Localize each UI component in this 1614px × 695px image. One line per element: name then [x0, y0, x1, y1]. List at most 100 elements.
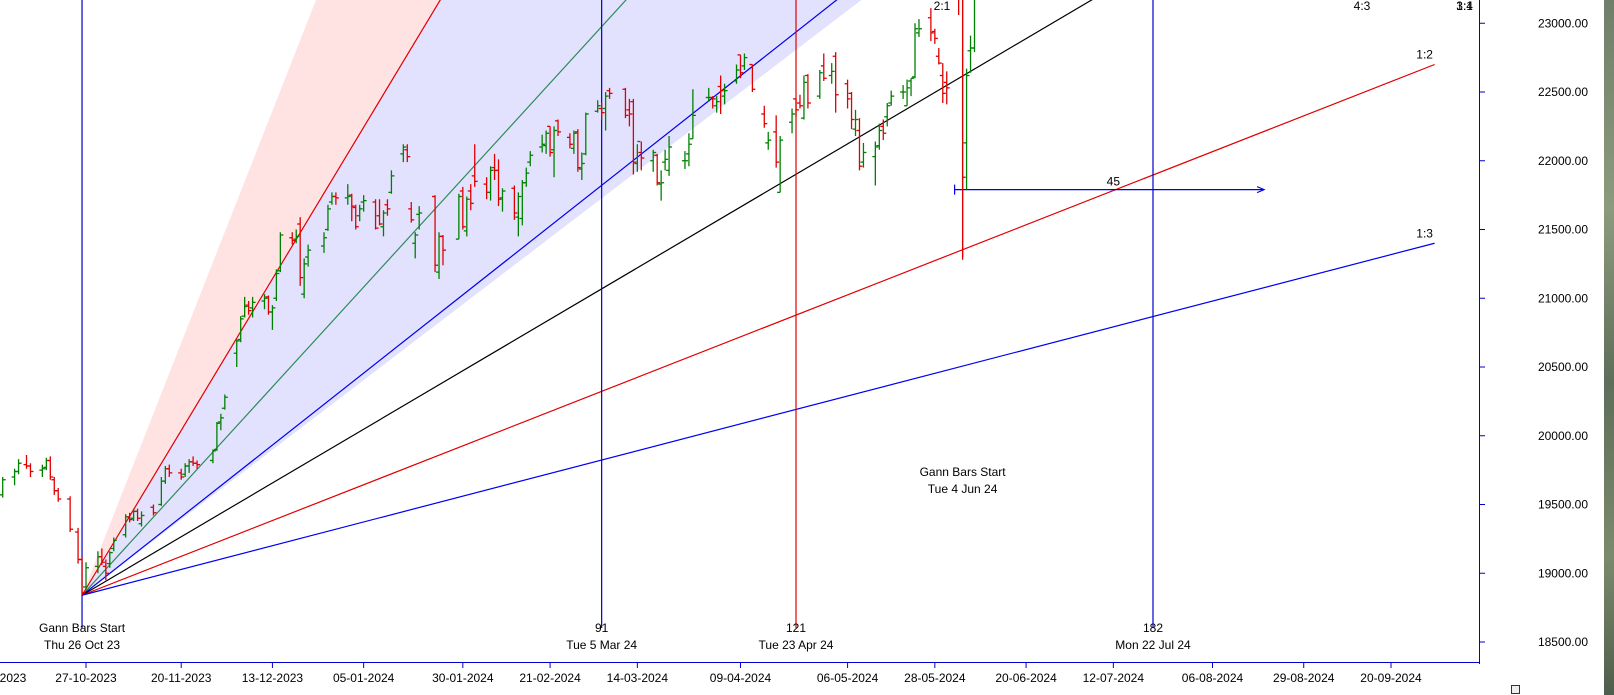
x-tick-label: 09-04-2024: [710, 671, 772, 685]
ohlc-bar: [844, 79, 851, 109]
ohlc-bar: [713, 96, 720, 113]
ohlc-bar: [98, 548, 105, 565]
ohlc-bar: [658, 170, 665, 201]
ohlc-bar: [939, 63, 946, 103]
ohlc-bar: [455, 193, 462, 240]
ohlc-bar: [166, 464, 173, 477]
ohlc-bar: [765, 131, 772, 150]
ohlc-bar: [971, 0, 976, 53]
x-tick-label: 20-06-2024: [995, 671, 1057, 685]
ohlc-bar: [872, 141, 879, 186]
ohlc-bar: [578, 152, 585, 180]
ohlc-bar: [602, 92, 609, 131]
ohlc-bar: [47, 456, 54, 480]
ohlc-bar: [547, 125, 554, 157]
ohlc-bar: [741, 53, 748, 70]
ohlc-bar: [733, 64, 740, 84]
ohlc-bar: [574, 129, 581, 172]
ohlc-bar: [935, 48, 942, 65]
ohlc-bar: [324, 204, 331, 231]
ohlc-bar: [27, 463, 34, 477]
ohlc-bar: [622, 87, 629, 119]
fan-line-1-3: [81, 242, 1435, 596]
fan-label-2-1: 2:1: [934, 0, 951, 13]
ohlc-bar: [404, 144, 411, 163]
ohlc-bar: [957, 0, 960, 15]
ohlc-bar: [23, 455, 30, 469]
ohlc-bar: [634, 140, 641, 172]
resize-handle[interactable]: [1511, 685, 1520, 694]
ohlc-bar: [213, 422, 220, 451]
ohlc-bar: [543, 130, 550, 154]
y-tick-label: 21500.00: [1538, 223, 1588, 237]
x-tick-label: 14-03-2024: [607, 671, 669, 685]
ohlc-bar: [880, 119, 887, 141]
axes: 18500.00 19000.00 19500.00 20000.00 20500.00…: [0, 0, 1588, 685]
ohlc-bar: [666, 136, 673, 176]
ohlc-bar: [380, 210, 387, 237]
ohlc-bar: [931, 28, 938, 44]
ohlc-bar: [463, 196, 470, 237]
ohlc-bar: [884, 103, 891, 127]
ohlc-bar: [566, 133, 573, 149]
fan-line-1-2: [81, 63, 1435, 596]
ohlc-bar: [832, 52, 839, 113]
x-tick-label: 21-02-2024: [519, 671, 581, 685]
ohlc-bar: [737, 54, 744, 79]
time-marker-date: Thu 26 Oct 23: [44, 638, 120, 652]
ohlc-bar: [761, 105, 768, 128]
ohlc-bar: [261, 294, 268, 310]
window-edge: [1604, 0, 1614, 695]
ohlc-bar: [793, 98, 800, 117]
ohlc-bar: [150, 504, 157, 516]
fan-line-3-4: [81, 0, 1093, 596]
x-tick-label: 13-12-2023: [242, 671, 304, 685]
fan-line-2-1: [81, 0, 441, 596]
time-marker-date: Tue 5 Mar 24: [566, 638, 637, 652]
ohlc-bar: [638, 141, 645, 171]
ohlc-bar: [689, 89, 696, 140]
ohlc-bar: [332, 192, 339, 205]
ohlc-bar: [796, 94, 803, 109]
ohlc-bar: [943, 71, 950, 105]
price-bars: [0, 0, 976, 596]
ohlc-bar: [138, 511, 145, 527]
ohlc-bar: [467, 184, 474, 211]
ohlc-bar: [459, 186, 466, 230]
count-arrow-label: 45: [1107, 175, 1121, 189]
fan-label-1-1: 1:1: [1456, 0, 1473, 13]
ohlc-bar: [221, 394, 228, 410]
ohlc-bar: [626, 98, 633, 127]
ohlc-bar: [432, 195, 439, 273]
fan-line-4-3: [81, 0, 627, 596]
gann-fan-fill: [82, 0, 1479, 596]
ohlc-bar: [904, 79, 911, 107]
ohlc-bar: [352, 204, 359, 230]
ohlc-bar: [15, 459, 22, 475]
time-marker-date: Mon 22 Jul 24: [1115, 638, 1191, 652]
ohlc-bar: [654, 153, 661, 186]
fan-label-1-2: 1:2: [1416, 48, 1433, 62]
ohlc-bar: [0, 477, 6, 498]
y-tick-label: 19500.00: [1538, 498, 1588, 512]
ohlc-bar: [515, 192, 522, 237]
y-tick-label: 20000.00: [1538, 429, 1588, 443]
ohlc-bar: [416, 206, 423, 230]
ohlc-bar: [376, 199, 383, 226]
ohlc-bar: [912, 23, 919, 79]
ohlc-bar: [777, 136, 784, 194]
ohlc-bar: [900, 85, 907, 99]
y-tick-label: 22000.00: [1538, 154, 1588, 168]
x-tick-label: 27-10-2023: [55, 671, 117, 685]
ohlc-bar: [594, 100, 601, 113]
ohlc-bar: [961, 0, 966, 260]
ohlc-bar: [249, 296, 256, 318]
ohlc-bar: [717, 75, 724, 114]
ohlc-bar: [178, 468, 185, 480]
x-tick-label: 28-05-2024: [904, 671, 966, 685]
ohlc-bar: [721, 83, 728, 105]
ohlc-bar: [848, 92, 855, 130]
ohlc-bar: [75, 527, 82, 564]
x-tick-label: 06-05-2024: [817, 671, 879, 685]
ohlc-bar: [245, 301, 252, 315]
